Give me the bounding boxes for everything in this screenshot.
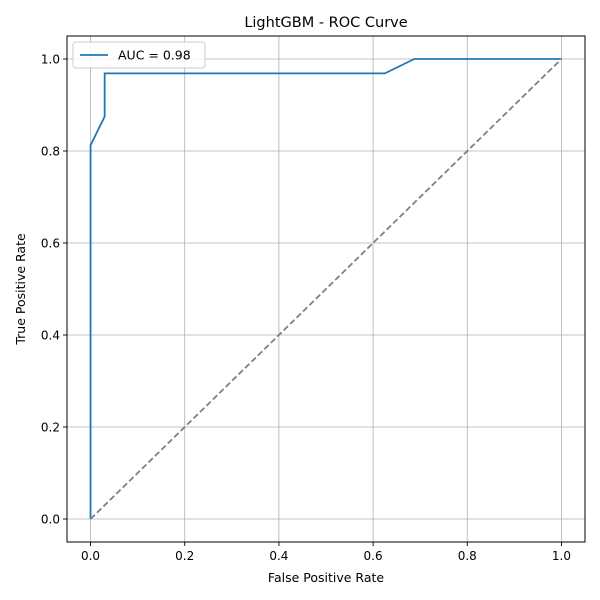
x-tick-label: 0.6 bbox=[364, 549, 383, 563]
legend: AUC = 0.98 bbox=[72, 41, 206, 69]
x-axis-ticks: 0.0 0.2 0.4 0.6 0.8 1.0 bbox=[81, 542, 571, 563]
legend-label: AUC = 0.98 bbox=[118, 48, 191, 63]
x-tick-label: 0.2 bbox=[175, 549, 194, 563]
series-lines bbox=[89, 58, 563, 520]
x-tick-label: 1.0 bbox=[552, 549, 571, 563]
x-tick-label: 0.8 bbox=[458, 549, 477, 563]
y-tick-label: 0.8 bbox=[41, 144, 60, 158]
roc-curve-line bbox=[89, 58, 562, 519]
y-tick-label: 0.0 bbox=[41, 512, 60, 526]
x-axis-label: False Positive Rate bbox=[268, 570, 384, 585]
y-tick-label: 1.0 bbox=[41, 52, 60, 66]
y-tick-label: 0.6 bbox=[41, 236, 60, 250]
y-tick-label: 0.2 bbox=[41, 420, 60, 434]
plot-area-frame bbox=[66, 35, 586, 543]
x-tick-label: 0.4 bbox=[269, 549, 288, 563]
chance-diagonal-line bbox=[89, 58, 563, 520]
grid-lines bbox=[67, 36, 585, 542]
x-tick-label: 0.0 bbox=[81, 549, 100, 563]
y-axis-ticks: 0.0 0.2 0.4 0.6 0.8 1.0 bbox=[41, 52, 67, 526]
y-tick-label: 0.4 bbox=[41, 328, 60, 342]
chart-title: LightGBM - ROC Curve bbox=[244, 15, 407, 31]
y-axis-label: True Positive Rate bbox=[13, 233, 28, 346]
legend-box bbox=[72, 41, 206, 69]
